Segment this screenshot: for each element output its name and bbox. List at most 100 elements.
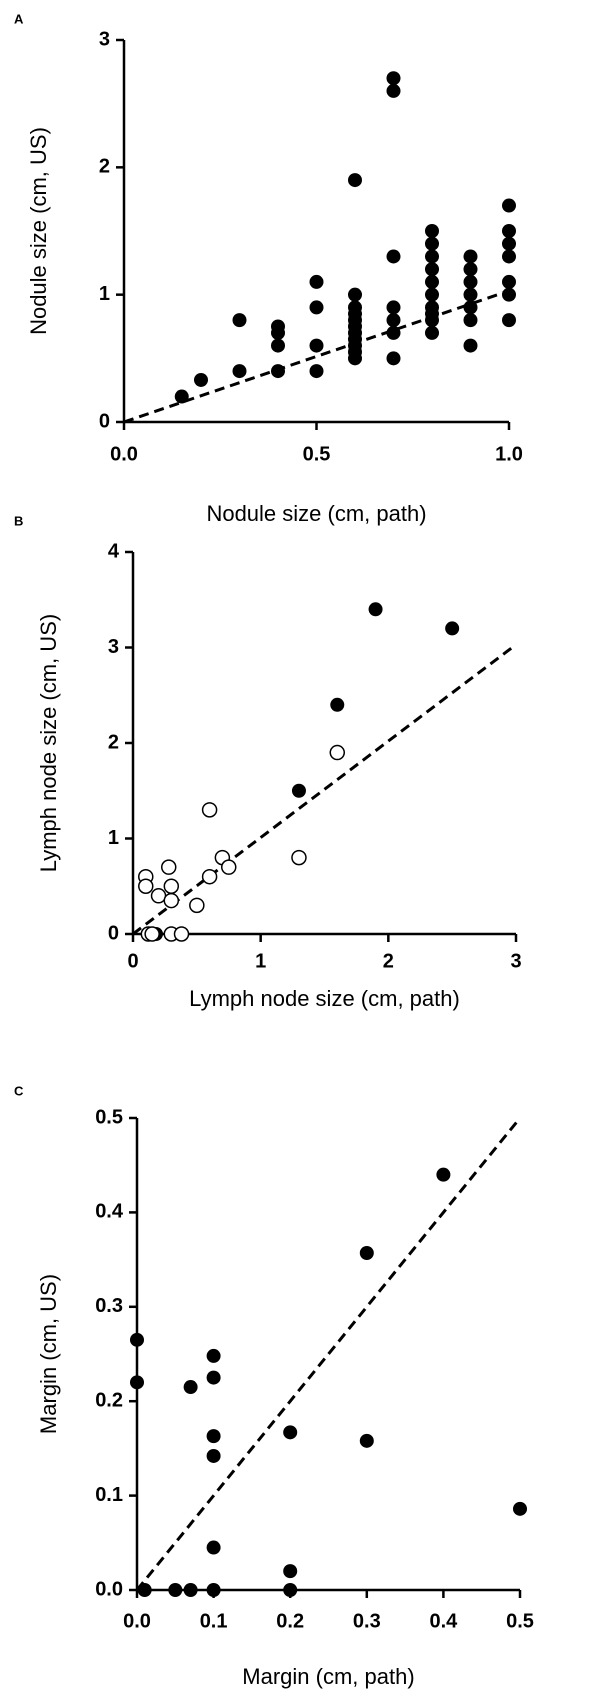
panel-label: B [14, 513, 23, 528]
point [348, 287, 362, 302]
y-axis-title: Margin (cm, US) [36, 1274, 61, 1434]
point [232, 313, 247, 328]
point [425, 236, 439, 251]
point [425, 287, 439, 302]
point [463, 338, 478, 353]
y-tick-label: 0.4 [95, 1201, 124, 1223]
point [221, 859, 237, 875]
point [163, 892, 180, 909]
point [309, 364, 324, 379]
x-tick-label: 0.0 [110, 443, 138, 465]
y-tick-label: 0.0 [95, 1578, 123, 1600]
point [330, 697, 345, 712]
point [189, 897, 205, 914]
point [368, 602, 383, 617]
point [291, 849, 307, 866]
y-tick-label: 0.2 [95, 1389, 123, 1411]
y-tick-label: 0.1 [95, 1484, 123, 1506]
point [425, 325, 439, 340]
point [425, 249, 439, 264]
point [173, 926, 190, 942]
point [463, 249, 478, 264]
y-tick-label: 2 [99, 156, 110, 178]
trend-line [135, 1117, 522, 1591]
y-tick-label: 0 [99, 410, 110, 432]
y-tick-label: 3 [108, 636, 119, 658]
point [201, 802, 218, 818]
point [130, 1332, 144, 1347]
point [232, 364, 247, 379]
point [386, 71, 401, 86]
x-tick-label: 3 [510, 950, 521, 972]
point [283, 1564, 298, 1579]
point [206, 1429, 221, 1444]
point [309, 274, 324, 289]
point [348, 173, 362, 188]
point [463, 313, 478, 328]
point [386, 351, 401, 366]
point [502, 249, 516, 264]
point [283, 1583, 298, 1597]
point [463, 287, 478, 302]
point [329, 744, 346, 761]
point [206, 1540, 221, 1555]
point [206, 1370, 221, 1385]
point [271, 338, 285, 353]
point [502, 224, 516, 238]
point [271, 319, 285, 334]
point [183, 1583, 198, 1597]
trend-line [123, 289, 510, 424]
x-tick-label: 0.2 [276, 1610, 304, 1632]
point [436, 1167, 451, 1182]
point [168, 1583, 183, 1597]
point [513, 1501, 527, 1516]
panel-label: A [14, 11, 24, 26]
y-tick-label: 3 [99, 28, 110, 50]
point [138, 878, 154, 894]
point [445, 621, 460, 636]
x-axis-title: Lymph node size (cm, path) [189, 986, 460, 1011]
point [137, 1583, 152, 1597]
point [463, 274, 478, 289]
point [283, 1425, 298, 1440]
point [502, 287, 516, 302]
point [425, 262, 439, 277]
point [502, 274, 516, 289]
panel-label: C [14, 1083, 24, 1098]
point [359, 1245, 374, 1260]
x-tick-label: 0.1 [200, 1610, 228, 1632]
x-tick-label: 0.0 [123, 1610, 151, 1632]
point [201, 868, 218, 885]
point [386, 300, 401, 315]
x-axis-title: Nodule size (cm, path) [206, 501, 426, 526]
point [206, 1448, 221, 1463]
x-axis-title: Margin (cm, path) [242, 1664, 414, 1689]
x-tick-label: 0.5 [506, 1610, 534, 1632]
point [174, 389, 189, 404]
point [425, 274, 439, 289]
x-tick-label: 2 [383, 950, 394, 972]
point [183, 1380, 198, 1395]
point [194, 372, 208, 387]
point [150, 888, 167, 904]
x-tick-label: 0.4 [429, 1610, 458, 1632]
y-axis-title: Lymph node size (cm, US) [36, 614, 61, 872]
x-tick-label: 1.0 [495, 443, 523, 465]
point [386, 83, 401, 98]
x-tick-label: 0.5 [303, 443, 331, 465]
point [309, 300, 324, 315]
x-tick-label: 1 [255, 950, 266, 972]
point [425, 300, 439, 315]
point [386, 313, 401, 328]
y-tick-label: 1 [99, 283, 110, 305]
point [463, 300, 478, 315]
point [502, 313, 516, 328]
y-tick-label: 1 [108, 827, 119, 849]
point [502, 236, 516, 251]
point [130, 1375, 144, 1390]
point [386, 249, 401, 264]
point [309, 338, 324, 353]
point [386, 325, 401, 340]
x-tick-label: 0 [127, 950, 138, 972]
